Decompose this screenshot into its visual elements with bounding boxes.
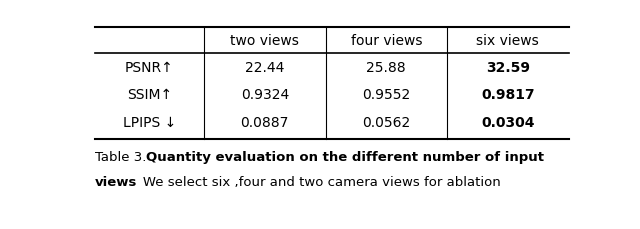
- Text: SSIM↑: SSIM↑: [127, 88, 172, 102]
- Text: 0.9324: 0.9324: [241, 88, 289, 102]
- Text: two views: two views: [230, 34, 299, 48]
- Text: Table 3.: Table 3.: [95, 150, 155, 163]
- Text: 0.9552: 0.9552: [362, 88, 410, 102]
- Text: 0.0304: 0.0304: [481, 115, 534, 129]
- Text: 32.59: 32.59: [486, 61, 530, 75]
- Text: views: views: [95, 176, 137, 188]
- Text: LPIPS ↓: LPIPS ↓: [123, 115, 176, 129]
- Text: .  We select six ,four and two camera views for ablation: . We select six ,four and two camera vie…: [125, 176, 500, 188]
- Text: 0.0887: 0.0887: [241, 115, 289, 129]
- Text: 0.0562: 0.0562: [362, 115, 410, 129]
- Text: 22.44: 22.44: [245, 61, 284, 75]
- Text: 25.88: 25.88: [367, 61, 406, 75]
- Text: six views: six views: [476, 34, 539, 48]
- Text: Quantity evaluation on the different number of input: Quantity evaluation on the different num…: [146, 150, 544, 163]
- Text: 0.9817: 0.9817: [481, 88, 534, 102]
- Text: four views: four views: [351, 34, 422, 48]
- Text: PSNR↑: PSNR↑: [125, 61, 174, 75]
